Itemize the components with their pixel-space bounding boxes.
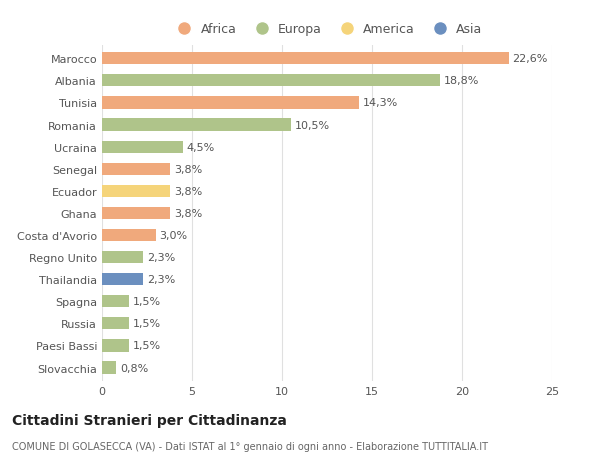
Text: 3,0%: 3,0% [160,230,188,241]
Bar [102,141,183,153]
Bar [102,296,129,308]
Text: 1,5%: 1,5% [133,297,161,307]
Text: 3,8%: 3,8% [174,208,202,218]
Bar [102,362,116,374]
Text: 10,5%: 10,5% [295,120,330,130]
Bar [102,274,143,285]
Text: 3,8%: 3,8% [174,186,202,196]
Bar [102,185,170,197]
Bar [102,97,359,109]
Text: Cittadini Stranieri per Cittadinanza: Cittadini Stranieri per Cittadinanza [12,413,287,427]
Bar [102,230,156,241]
Text: 4,5%: 4,5% [187,142,215,152]
Legend: Africa, Europa, America, Asia: Africa, Europa, America, Asia [172,23,482,36]
Text: 0,8%: 0,8% [120,363,148,373]
Text: COMUNE DI GOLASECCA (VA) - Dati ISTAT al 1° gennaio di ogni anno - Elaborazione : COMUNE DI GOLASECCA (VA) - Dati ISTAT al… [12,441,488,451]
Bar [102,207,170,219]
Text: 14,3%: 14,3% [363,98,398,108]
Bar [102,75,440,87]
Text: 2,3%: 2,3% [147,274,175,285]
Bar [102,163,170,175]
Text: 22,6%: 22,6% [512,54,548,64]
Text: 2,3%: 2,3% [147,252,175,263]
Text: 1,5%: 1,5% [133,341,161,351]
Bar [102,119,291,131]
Bar [102,252,143,263]
Text: 3,8%: 3,8% [174,164,202,174]
Bar [102,53,509,65]
Bar [102,340,129,352]
Bar [102,318,129,330]
Text: 18,8%: 18,8% [444,76,479,86]
Text: 1,5%: 1,5% [133,319,161,329]
